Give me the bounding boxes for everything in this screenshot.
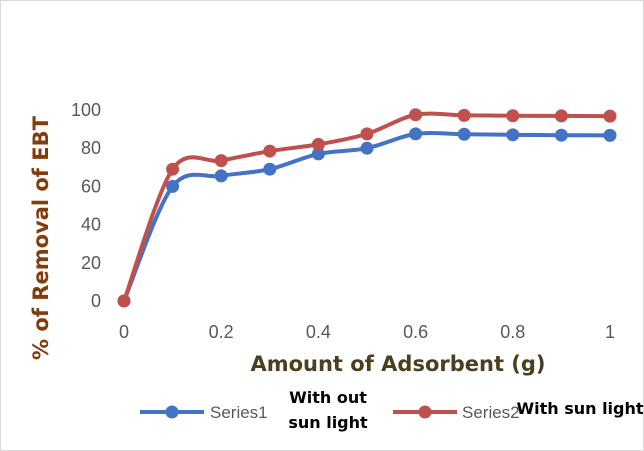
series2-point	[554, 109, 568, 123]
y-tick-label: 0	[91, 291, 101, 311]
series1-point	[263, 162, 277, 176]
x-tick-label: 1	[605, 322, 615, 342]
legend-series2-label: Series2	[462, 403, 520, 422]
series1-point	[311, 147, 325, 161]
series1-point	[506, 128, 520, 142]
y-tick-label: 40	[81, 215, 101, 235]
y-axis-label: % of Removal of EBT	[29, 115, 53, 360]
series1-point	[214, 169, 228, 183]
series2-point	[214, 154, 228, 168]
annotations: With out sun light With sun light	[288, 388, 644, 432]
annotation-note: With sun light	[516, 399, 643, 418]
x-tick-label: 0	[119, 322, 129, 342]
series2-line	[122, 111, 612, 303]
legend: Series1 Series2	[140, 403, 520, 422]
series2-point	[360, 127, 374, 141]
legend-series2-marker	[418, 405, 432, 419]
x-tick-label: 0.8	[500, 322, 525, 342]
series1-point	[409, 127, 423, 141]
series1-point	[457, 127, 471, 141]
legend-series1-marker	[165, 405, 179, 419]
legend-series1-label: Series1	[210, 403, 268, 422]
annotation-note: With out sun light	[288, 388, 368, 432]
x-tick-label: 0.6	[403, 322, 428, 342]
series2-point	[409, 108, 423, 122]
series2-point	[457, 108, 471, 122]
y-tick-label: 80	[81, 138, 101, 158]
x-tick-label: 0.4	[306, 322, 331, 342]
series2-point	[506, 109, 520, 123]
x-axis-ticks: 0 0.2 0.4 0.6 0.8 1	[119, 322, 615, 342]
series2-point	[311, 137, 325, 151]
series2-point	[263, 144, 277, 158]
series2-point	[603, 109, 617, 123]
y-axis-ticks: 0 20 40 60 80 100	[71, 100, 101, 311]
series1-point	[603, 128, 617, 142]
series1-point	[554, 128, 568, 142]
y-tick-label: 100	[71, 100, 101, 120]
series1-point	[166, 179, 180, 193]
x-tick-label: 0.2	[209, 322, 234, 342]
x-axis-label: Amount of Adsorbent (g)	[250, 352, 545, 376]
series2-point	[166, 162, 180, 176]
series1-point	[360, 141, 374, 155]
series-layer	[117, 108, 617, 308]
y-tick-label: 20	[81, 253, 101, 273]
y-tick-label: 60	[81, 176, 101, 196]
series2-point	[117, 294, 131, 308]
